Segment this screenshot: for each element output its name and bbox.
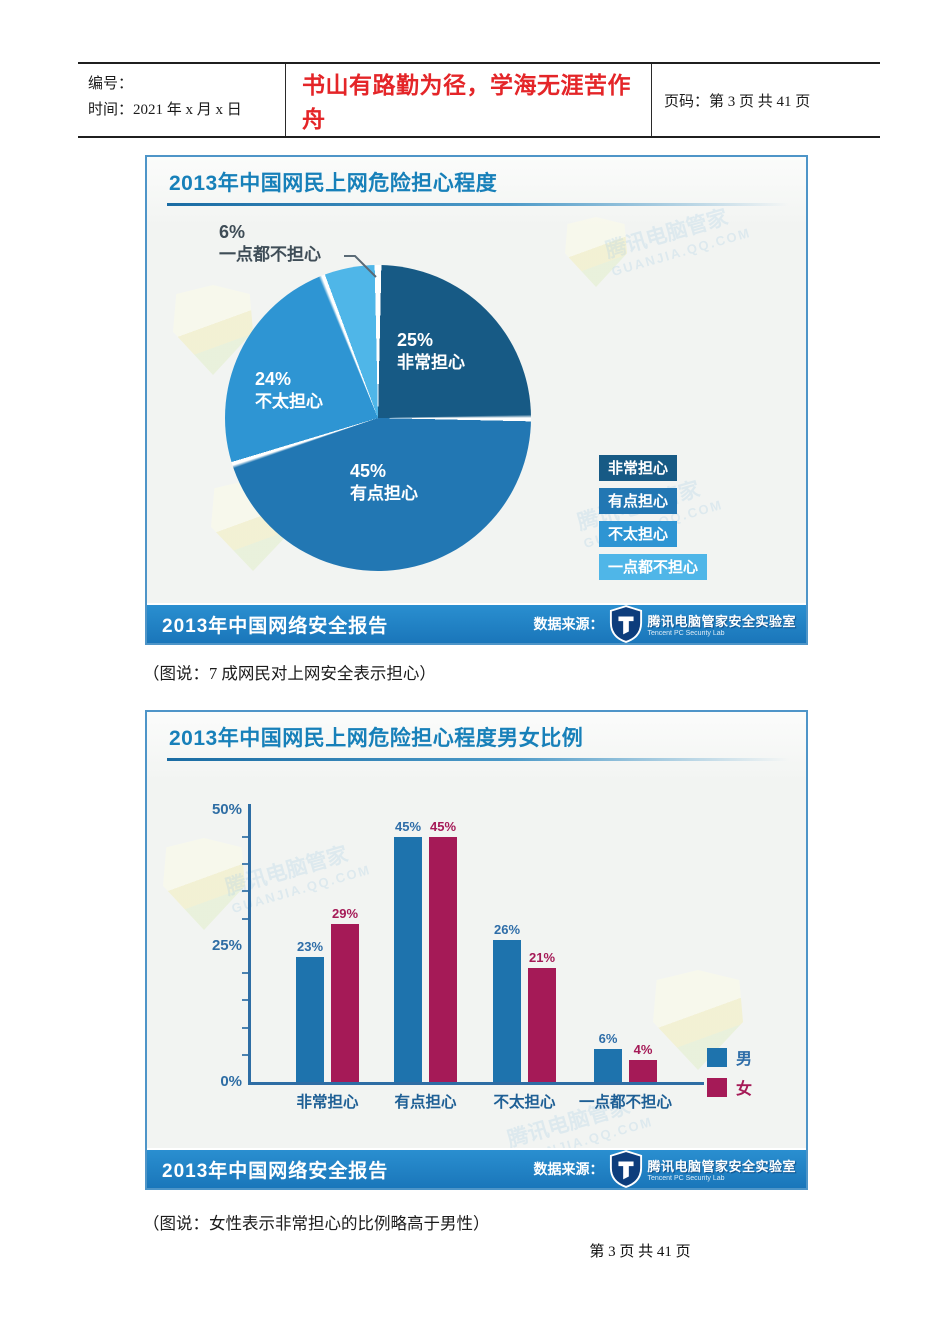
data-source: 数据来源： 腾讯电脑管家安全实验室 Tencent PC Security La… xyxy=(533,605,796,643)
pie-legend: 非常担心有点担心不太担心一点都不担心 xyxy=(599,455,708,587)
bar-男-有点担心 xyxy=(394,837,422,1082)
bar-女-有点担心 xyxy=(429,837,457,1082)
chart-footer-band: 2013年中国网络安全报告 数据来源： 腾讯电脑管家安全实验室 Tencent … xyxy=(147,1148,806,1188)
chart-footer-band: 2013年中国网络安全报告 数据来源： 腾讯电脑管家安全实验室 Tencent … xyxy=(147,603,806,643)
bar-chart-panel: 腾讯电脑管家 GUANJIA.QQ.COM 腾讯电脑管家 GUANJIA.QQ.… xyxy=(145,710,808,1190)
callout-line xyxy=(344,255,377,278)
bar-男-不太担心 xyxy=(493,940,521,1082)
pie-slice-label: 6% 一点都不担心 xyxy=(219,222,321,264)
pie-slice-label: 25% 非常担心 xyxy=(397,330,465,372)
bar-value-label: 21% xyxy=(528,950,556,965)
page-number-label: 页码：第 3 页 共 41 页 xyxy=(664,93,811,110)
source-name: 腾讯电脑管家安全实验室 xyxy=(647,1159,796,1174)
y-tick-label: 0% xyxy=(220,1073,242,1090)
header-center-cell: 书山有路勤为径，学海无涯苦作舟 xyxy=(285,64,652,136)
category-label: 非常担心 xyxy=(296,1094,359,1111)
y-tick-label: 25% xyxy=(211,936,242,954)
header-left-cell: 编号： 时间：2021 年 x 月 x 日 xyxy=(78,64,285,136)
data-source: 数据来源： 腾讯电脑管家安全实验室 Tencent PC Security La… xyxy=(533,1150,796,1188)
bar-value-label: 45% xyxy=(394,819,422,834)
figure-caption-1: （图说：7 成网民对上网安全表示担心） xyxy=(143,664,436,683)
bar-女-一点都不担心 xyxy=(629,1060,657,1082)
legend-label: 女 xyxy=(736,1081,753,1098)
report-title: 2013年中国网络安全报告 xyxy=(162,1160,389,1182)
header-right-cell: 页码：第 3 页 共 41 页 xyxy=(652,64,880,136)
bar-value-label: 6% xyxy=(598,1031,618,1046)
axis-tick xyxy=(242,999,249,1002)
axis-tick xyxy=(242,1026,249,1029)
pie-chart xyxy=(225,265,531,571)
bar-value-label: 29% xyxy=(331,906,359,921)
title-underline xyxy=(167,758,789,761)
page-footer: 第 3 页 共 41 页 xyxy=(589,1244,691,1260)
category-label: 一点都不担心 xyxy=(578,1094,672,1111)
x-axis xyxy=(248,1082,704,1085)
tencent-shield-logo xyxy=(610,605,643,643)
pie-chart-panel: 腾讯电脑管家 GUANJIA.QQ.COM 腾讯电脑管家 GUANJIA.QQ.… xyxy=(145,155,808,645)
report-title: 2013年中国网络安全报告 xyxy=(162,615,389,637)
bar-男-非常担心 xyxy=(296,957,324,1082)
axis-tick xyxy=(242,835,249,838)
tencent-shield-logo xyxy=(610,1150,643,1188)
legend-item: 非常担心 xyxy=(599,455,678,481)
legend-item: 女 xyxy=(707,1072,752,1102)
doc-number-label: 编号： xyxy=(88,76,134,92)
y-axis xyxy=(248,804,251,1085)
axis-tick xyxy=(242,863,249,865)
y-tick-label: 50% xyxy=(211,800,242,818)
document-header: 编号： 时间：2021 年 x 月 x 日 书山有路勤为径，学海无涯苦作舟 页码… xyxy=(78,62,880,138)
source-sub: Tencent PC Security Lab xyxy=(647,630,725,637)
document-motto: 书山有路勤为径，学海无涯苦作舟 xyxy=(302,73,631,132)
watermark-text: 腾讯电脑管家 GUANJIA.QQ.COM xyxy=(602,205,753,280)
bar-女-不太担心 xyxy=(528,968,556,1082)
source-label: 数据来源： xyxy=(533,616,604,632)
axis-tick xyxy=(242,972,249,974)
legend-swatch xyxy=(707,1077,727,1097)
chart-title: 2013年中国网民上网危险担心程度 xyxy=(169,172,498,195)
bar-plot-area: 50% 25% 0% 23% 29% 非常担心 45% 45% 有点担心 26% 21% 不太担心 6%… xyxy=(147,712,806,1188)
category-label: 有点担心 xyxy=(394,1094,457,1111)
bar-legend: 男女 xyxy=(707,1042,752,1102)
figure-caption-2: （图说：女性表示非常担心的比例略高于男性） xyxy=(143,1214,490,1233)
legend-item: 一点都不担心 xyxy=(599,554,708,580)
axis-tick xyxy=(242,1053,249,1056)
legend-item: 有点担心 xyxy=(599,488,678,514)
bar-value-label: 4% xyxy=(633,1042,653,1057)
legend-swatch xyxy=(707,1047,727,1067)
bar-value-label: 26% xyxy=(493,922,521,937)
source-label: 数据来源： xyxy=(533,1161,604,1177)
source-sub: Tencent PC Security Lab xyxy=(647,1175,725,1182)
bar-男-一点都不担心 xyxy=(594,1049,622,1082)
source-name: 腾讯电脑管家安全实验室 xyxy=(647,614,796,629)
pie-slice-label: 24% 不太担心 xyxy=(255,369,323,411)
category-label: 不太担心 xyxy=(493,1094,556,1111)
title-underline xyxy=(167,203,789,206)
bar-value-label: 45% xyxy=(429,819,457,834)
doc-time-label: 时间：2021 年 x 月 x 日 xyxy=(88,102,242,119)
legend-item: 不太担心 xyxy=(599,521,678,547)
chart-title: 2013年中国网民上网危险担心程度男女比例 xyxy=(169,727,584,750)
legend-item: 男 xyxy=(707,1042,752,1072)
bar-女-非常担心 xyxy=(331,924,359,1082)
pie-slice-label: 45% 有点担心 xyxy=(350,461,418,503)
legend-label: 男 xyxy=(736,1051,753,1068)
axis-tick xyxy=(242,890,249,893)
axis-tick xyxy=(242,917,249,920)
bar-value-label: 23% xyxy=(296,939,324,954)
